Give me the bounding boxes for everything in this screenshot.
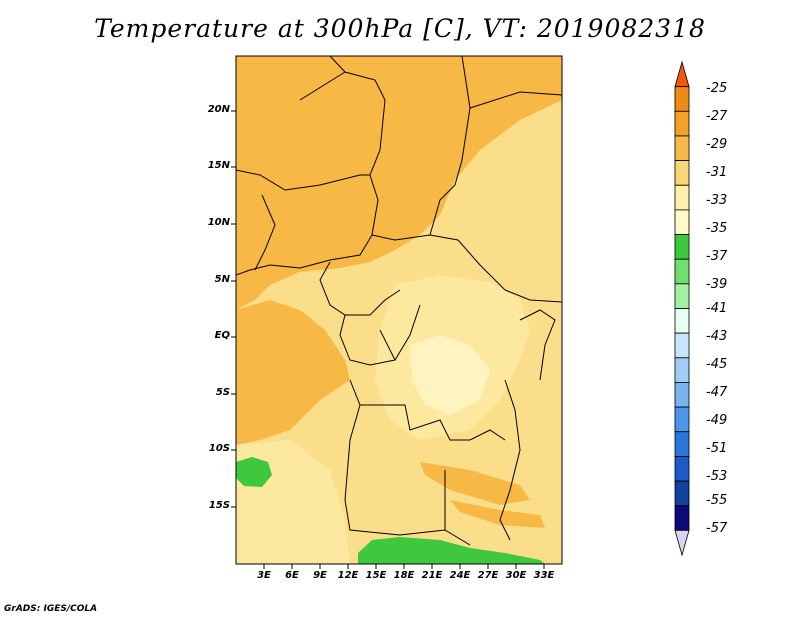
colorbar-label: -27: [706, 109, 728, 124]
lon-label: 30E: [505, 570, 527, 581]
lat-label: EQ: [214, 330, 230, 341]
temperature-field: [236, 56, 562, 564]
colorbar-label: -55: [706, 493, 728, 508]
colorbar-label: -43: [706, 329, 728, 344]
colorbar-label: -47: [706, 385, 728, 400]
colorbar-label: -35: [706, 221, 728, 236]
lon-label: 9E: [313, 570, 327, 581]
colorbar-swatch: [674, 234, 690, 260]
lat-label: 20N: [207, 104, 230, 115]
colorbar-swatch: [674, 160, 690, 186]
lon-label: 24E: [449, 570, 471, 581]
colorbar-swatch: [674, 332, 690, 359]
band-minus29-south2: [450, 500, 545, 528]
lon-label: 21E: [421, 570, 443, 581]
colorbar-label: -33: [706, 193, 728, 208]
lon-label: 18E: [393, 570, 415, 581]
lon-label: 6E: [285, 570, 299, 581]
lat-label: 10S: [208, 443, 230, 454]
colorbar-swatch: [674, 308, 690, 334]
lat-label: 15N: [207, 160, 230, 171]
map-title: Temperature at 300hPa [C], VT: 201908231…: [94, 14, 706, 43]
tick-marks: [231, 110, 545, 569]
grads-credit: GrADS: IGES/COLA: [4, 604, 98, 614]
colorbar-label: -53: [706, 469, 728, 484]
colorbar-swatch: [674, 258, 690, 285]
colorbar-label: -57: [706, 521, 728, 536]
colorbar-swatch: [674, 505, 690, 531]
band-minus37-south: [358, 537, 545, 564]
colorbar-swatch: [674, 382, 690, 408]
band-minus37-west: [236, 457, 272, 487]
colorbar-swatch: [674, 283, 690, 309]
lat-label: 15S: [208, 500, 230, 511]
lon-label: 15E: [365, 570, 387, 581]
colorbar: [674, 60, 690, 557]
colorbar-label: -25: [706, 81, 728, 96]
colorbar-label: -45: [706, 357, 728, 372]
colorbar-label: -49: [706, 413, 728, 428]
colorbar-swatch: [674, 480, 690, 507]
colorbar-swatch: [674, 406, 690, 433]
colorbar-swatch: [674, 60, 690, 88]
colorbar-swatch: [674, 110, 690, 137]
band-minus29-west: [236, 300, 350, 445]
lat-label: 5S: [215, 387, 230, 398]
lon-label: 33E: [533, 570, 555, 581]
colorbar-label: -51: [706, 441, 728, 456]
colorbar-label: -29: [706, 137, 728, 152]
colorbar-label: -31: [706, 165, 728, 180]
colorbar-swatch: [674, 86, 690, 112]
colorbar-swatch: [674, 209, 690, 235]
colorbar-swatch: [674, 357, 690, 383]
colorbar-swatch: [674, 431, 690, 457]
lon-label: 27E: [477, 570, 499, 581]
map-frame: [235, 55, 563, 565]
lat-label: 5N: [214, 274, 230, 285]
band-minus35-core: [410, 335, 490, 415]
lon-label: 12E: [337, 570, 359, 581]
lat-label: 10N: [207, 217, 230, 228]
band-minus29-south: [420, 462, 530, 505]
colorbar-label: -41: [706, 301, 728, 316]
colorbar-swatch: [674, 135, 690, 161]
colorbar-label: -39: [706, 277, 728, 292]
colorbar-swatch: [674, 184, 690, 211]
colorbar-swatch: [674, 529, 690, 557]
colorbar-label: -37: [706, 249, 728, 264]
band-minus29-north: [236, 56, 562, 310]
lon-label: 3E: [257, 570, 271, 581]
borders: [236, 56, 562, 546]
colorbar-swatch: [674, 455, 690, 482]
